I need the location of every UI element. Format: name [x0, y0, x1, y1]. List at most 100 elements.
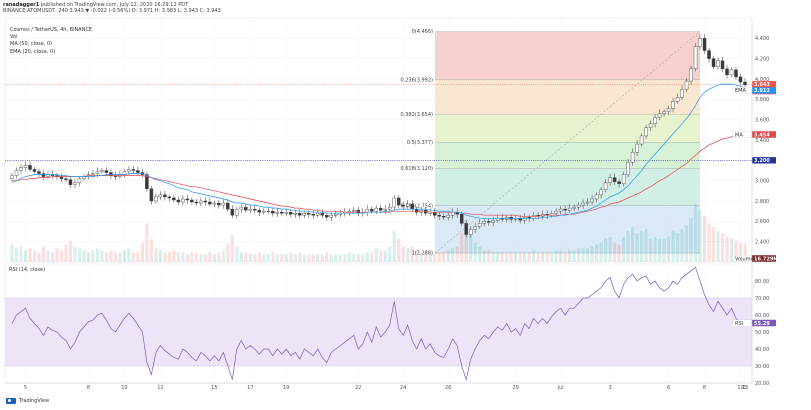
candle-body[interactable] [257, 209, 262, 213]
candle-body[interactable] [244, 206, 248, 211]
candle-body[interactable] [289, 211, 293, 215]
candle-body[interactable] [734, 69, 738, 78]
candle-body[interactable] [581, 202, 585, 206]
candle-body[interactable] [594, 194, 599, 200]
candle-body[interactable] [653, 117, 657, 124]
candle-body[interactable] [720, 60, 725, 70]
candle-body[interactable] [639, 135, 644, 145]
candle-body[interactable] [671, 101, 675, 109]
candle-body[interactable] [482, 221, 486, 224]
candle-body[interactable] [271, 210, 275, 214]
candle-body[interactable] [248, 208, 253, 211]
candle-body[interactable] [401, 204, 405, 207]
candle-body[interactable] [167, 196, 172, 199]
candle-body[interactable] [136, 170, 140, 173]
candle-body[interactable] [711, 58, 716, 68]
candle-body[interactable] [491, 220, 495, 223]
candle-body[interactable] [459, 214, 464, 224]
candle-body[interactable] [441, 216, 446, 218]
candle-body[interactable] [406, 203, 410, 207]
candle-body[interactable] [311, 214, 316, 216]
candle-body[interactable] [725, 68, 729, 76]
candle-body[interactable] [473, 226, 477, 230]
candle-body[interactable] [280, 211, 284, 214]
candle-body[interactable] [14, 170, 19, 176]
candle-body[interactable] [19, 167, 23, 171]
candle-body[interactable] [365, 208, 369, 213]
candle-body[interactable] [221, 202, 226, 206]
candle-body[interactable] [275, 211, 280, 214]
candle-body[interactable] [10, 175, 14, 179]
candle-body[interactable] [432, 211, 437, 216]
candle-body[interactable] [379, 207, 383, 211]
candle-body[interactable] [370, 208, 374, 212]
candle-body[interactable] [298, 212, 302, 216]
candle-body[interactable] [608, 177, 612, 183]
candle-body[interactable] [729, 69, 734, 76]
candle-body[interactable] [230, 208, 235, 216]
candle-body[interactable] [675, 97, 680, 102]
legend-ema[interactable]: EMA (20, close, 0) [10, 48, 56, 55]
candle-body[interactable] [284, 211, 289, 214]
candle-body[interactable] [158, 194, 163, 198]
candle-body[interactable] [77, 178, 82, 183]
candle-body[interactable] [531, 215, 536, 219]
candle-body[interactable] [437, 215, 441, 217]
candle-body[interactable] [100, 170, 104, 172]
candle-body[interactable] [226, 202, 230, 210]
candle-body[interactable] [64, 178, 68, 180]
candle-body[interactable] [95, 171, 100, 174]
candle-body[interactable] [576, 204, 581, 208]
candle-body[interactable] [185, 198, 190, 201]
candle-body[interactable] [163, 194, 167, 198]
candle-body[interactable] [464, 223, 468, 235]
candle-body[interactable] [522, 217, 527, 221]
candle-body[interactable] [149, 188, 154, 202]
candle-body[interactable] [644, 127, 648, 137]
candle-body[interactable] [235, 208, 239, 216]
candle-body[interactable] [635, 143, 639, 153]
candle-body[interactable] [104, 170, 109, 173]
candle-body[interactable] [617, 181, 621, 184]
candle-body[interactable] [320, 212, 325, 216]
legend-ma[interactable]: MA (50, close, 0) [10, 41, 53, 48]
candle-body[interactable] [599, 189, 603, 196]
candle-body[interactable] [176, 199, 181, 203]
candle-body[interactable] [41, 173, 46, 177]
candle-body[interactable] [383, 208, 387, 211]
candle-body[interactable] [680, 88, 684, 98]
candle-body[interactable] [743, 81, 747, 85]
candle-body[interactable] [567, 207, 572, 211]
candle-body[interactable] [262, 210, 266, 213]
candle-body[interactable] [486, 221, 491, 223]
candle-body[interactable] [334, 214, 338, 216]
candle-body[interactable] [181, 198, 185, 203]
candle-body[interactable] [572, 206, 576, 209]
candle-body[interactable] [203, 200, 208, 203]
candle-body[interactable] [194, 201, 199, 204]
candle-body[interactable] [307, 212, 311, 215]
candle-body[interactable] [266, 210, 271, 212]
candle-body[interactable] [585, 201, 590, 204]
author-name[interactable]: ranadagger1 [3, 2, 40, 8]
candle-body[interactable] [666, 108, 671, 112]
candle-body[interactable] [410, 203, 414, 210]
candle-body[interactable] [302, 212, 307, 216]
candle-body[interactable] [558, 208, 563, 212]
candle-body[interactable] [352, 209, 356, 212]
candle-body[interactable] [73, 182, 77, 185]
candle-body[interactable] [253, 208, 257, 211]
candle-body[interactable] [450, 211, 455, 216]
candle-body[interactable] [172, 197, 176, 201]
candle-body[interactable] [397, 197, 401, 206]
candle-body[interactable] [716, 60, 720, 68]
candle-body[interactable] [657, 113, 662, 118]
candle-body[interactable] [738, 76, 743, 83]
candle-body[interactable] [208, 201, 212, 205]
candle-body[interactable] [145, 174, 149, 189]
footer-brand[interactable]: TradingView [19, 398, 50, 404]
candle-body[interactable] [329, 215, 334, 218]
candle-body[interactable] [662, 111, 666, 114]
candle-body[interactable] [477, 223, 482, 227]
